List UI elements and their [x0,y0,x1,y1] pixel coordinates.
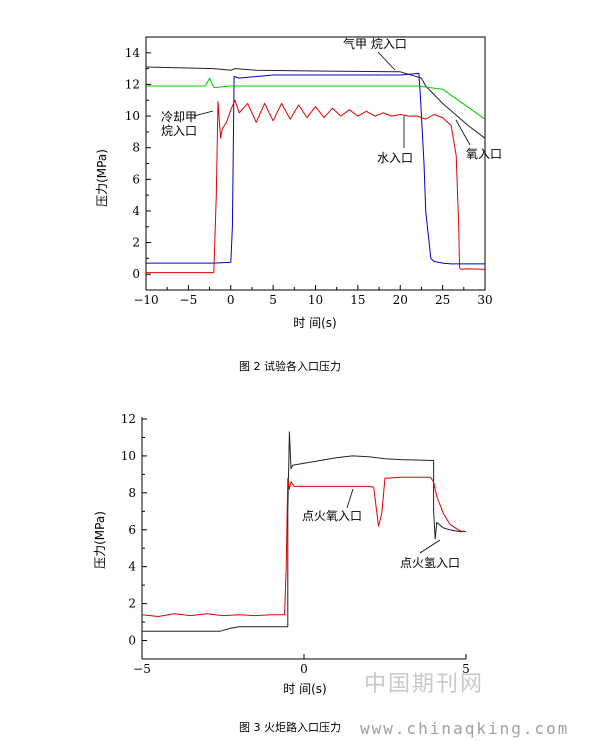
fig2-label-methane-gas: 气甲 烷入口 [343,36,407,51]
y-tick-label: 6 [128,523,136,537]
y-tick-label: 8 [128,486,136,500]
fig3-leader-ignition-hydrogen [419,539,441,554]
fig3-y-axis: 0 2 4 6 8 10 12 [121,412,147,648]
fig2-caption: 图 2 试验各入口压力 [239,359,341,373]
x-tick-label: −5 [133,662,151,676]
fig2-label-cooling-methane-2: 烷入口 [161,124,197,138]
x-tick-label: 15 [350,293,365,307]
series-line-oxygen [146,99,486,274]
fig3-caption: 图 3 火炬路入口压力 [239,721,341,734]
fig3-y-axis-label: 压力(MPa) [93,511,107,569]
figure-3-chart: −5 0 5 0 2 4 6 8 10 12 压力(MPa) 时 间(s) 点火氧入口 点火氢入… [93,412,470,734]
watermark-site-cn: 中国期刊网 [364,672,484,697]
fig2-x-axis-label: 时 间(s) [293,316,336,330]
x-tick-label: 0 [227,293,235,307]
series-line-ignition_hydrogen [142,431,466,632]
fig2-x-axis: −10 −5 0 5 10 15 20 25 30 [133,285,493,307]
y-tick-label: 12 [121,412,136,426]
y-tick-label: 12 [125,77,140,91]
series-line-ignition_oxygen [141,476,467,617]
figure-2-chart: −10 −5 0 5 10 15 20 25 30 0 2 4 6 8 10 12 14 压力(MPa) 时 … [95,36,502,373]
fig2-y-axis-label: 压力(MPa) [95,149,109,207]
x-tick-label: −10 [133,293,158,307]
fig2-label-oxygen: 氧入口 [466,147,502,161]
series-line-water [146,77,486,120]
fig2-label-cooling-methane-1: 冷却甲 [161,110,197,124]
fig2-label-water: 水入口 [377,151,413,165]
y-tick-label: 4 [132,204,140,218]
watermark-site-url: www.chinaqking.com [360,719,569,738]
y-tick-label: 2 [128,597,136,611]
x-tick-label: 0 [300,662,308,676]
y-tick-label: 10 [125,109,140,123]
x-tick-label: 25 [435,293,450,307]
y-tick-label: 14 [125,46,141,60]
series-line-methane_gas [145,66,486,139]
fig3-x-axis: −5 0 5 [133,654,470,676]
fig3-label-ignition-hydrogen: 点火氢入口 [400,555,460,570]
y-tick-label: 0 [128,634,136,648]
x-tick-label: −5 [180,293,198,307]
y-tick-label: 0 [132,267,140,281]
fig3-x-axis-label: 时 间(s) [283,682,326,696]
x-tick-label: 5 [269,293,277,307]
x-tick-label: 10 [308,293,323,307]
y-tick-label: 6 [132,172,140,186]
fig3-series [141,431,467,632]
y-tick-label: 8 [132,141,140,155]
y-tick-label: 2 [132,236,140,250]
x-tick-label: 20 [393,293,408,307]
fig2-y-axis: 0 2 4 6 8 10 12 14 [125,46,151,281]
x-tick-label: 30 [477,293,492,307]
y-tick-label: 4 [128,560,136,574]
x-tick-label: 5 [462,662,470,676]
fig2-leader-oxygen [455,119,471,146]
fig2-leader-methane-gas [377,51,396,71]
fig2-leader-cooling-methane [193,110,214,117]
fig2-series [145,66,486,274]
series-line-cooling_methane [146,72,485,265]
fig3-leader-ignition-oxygen [346,488,354,509]
fig3-label-ignition-oxygen: 点火氧入口 [302,509,362,523]
y-tick-label: 10 [121,449,136,463]
